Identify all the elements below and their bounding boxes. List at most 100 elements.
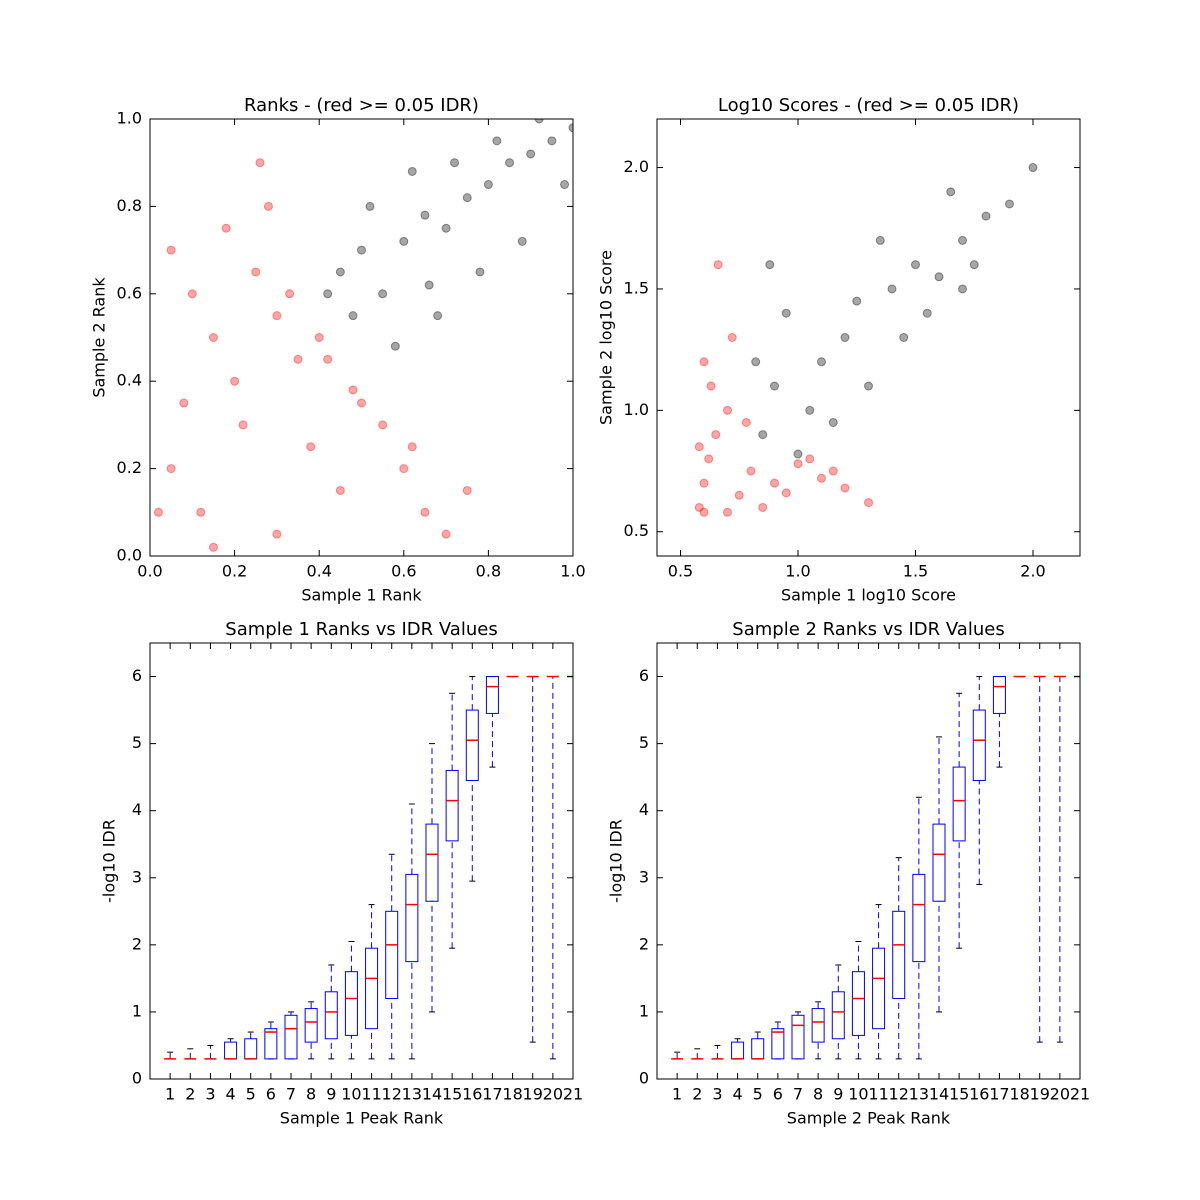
point	[793, 449, 803, 459]
point	[323, 354, 333, 364]
x-tick-label: 19	[1030, 1085, 1050, 1104]
box	[912, 873, 926, 963]
point	[251, 267, 261, 277]
y-tick-label: 2	[132, 934, 142, 953]
y-tick-label: 0.8	[117, 196, 142, 215]
point	[357, 398, 366, 408]
point	[723, 405, 732, 415]
x-tick-label: 1	[672, 1085, 682, 1104]
point	[770, 381, 779, 391]
point	[450, 158, 460, 168]
axes-frame	[149, 118, 574, 557]
x-tick-label: 6	[266, 1085, 276, 1104]
x-tick-label: 20	[1050, 1085, 1070, 1104]
point	[390, 341, 400, 351]
box	[791, 1014, 805, 1060]
point	[711, 430, 721, 440]
point	[153, 507, 163, 517]
point	[734, 490, 744, 500]
x-tick-label: 14	[422, 1085, 442, 1104]
panel-title: Sample 2 Ranks vs IDR Values	[732, 619, 1004, 640]
point	[534, 119, 544, 124]
point	[746, 466, 756, 476]
point	[420, 507, 430, 517]
point	[864, 381, 873, 391]
point	[694, 502, 704, 512]
point	[492, 136, 502, 146]
box	[952, 766, 966, 842]
y-tick-label: 5	[639, 733, 649, 752]
panel-title: Log10 Scores - (red >= 0.05 IDR)	[718, 95, 1019, 116]
box	[972, 709, 986, 782]
point	[840, 483, 850, 493]
x-tick-label: 7	[286, 1085, 296, 1104]
point	[323, 289, 333, 299]
point	[781, 308, 791, 318]
point	[462, 193, 472, 203]
y-tick-label: 1	[132, 1001, 142, 1020]
point	[699, 507, 709, 517]
point	[805, 454, 815, 464]
y-tick-label: 1.0	[624, 400, 649, 419]
y-tick-label: 6	[132, 666, 142, 685]
point	[526, 149, 536, 159]
x-tick-label: 11	[868, 1085, 888, 1104]
y-axis-label: Sample 2 Rank	[90, 277, 109, 398]
panel: Sample 2 Ranks vs IDR Values Sample 2 Pea…	[607, 619, 1091, 1128]
box	[851, 971, 865, 1036]
y-tick-label: 0.2	[117, 458, 142, 477]
point	[263, 201, 273, 211]
box	[365, 947, 379, 1030]
point	[505, 158, 515, 168]
point	[208, 333, 218, 342]
point	[946, 187, 956, 197]
box	[831, 991, 845, 1040]
axes-frame	[656, 642, 1081, 1080]
y-tick-label: 0.6	[117, 283, 142, 302]
box	[751, 1038, 765, 1060]
point	[1005, 199, 1014, 209]
box	[465, 709, 479, 782]
point	[407, 442, 417, 452]
point	[922, 308, 932, 318]
box	[872, 947, 886, 1030]
x-axis-label: Sample 1 log10 Score	[781, 586, 956, 605]
y-tick-label: 1.5	[624, 278, 649, 297]
plot-area	[671, 675, 1080, 1060]
x-tick-label: 6	[773, 1085, 783, 1104]
point	[208, 542, 218, 552]
x-tick-label: 13	[402, 1085, 422, 1104]
point	[568, 123, 573, 133]
point	[365, 201, 375, 211]
point	[424, 280, 434, 290]
x-tick-label: 14	[929, 1085, 949, 1104]
x-tick-label: 0.6	[391, 562, 416, 581]
point	[781, 488, 791, 498]
x-tick-label: 7	[793, 1085, 803, 1104]
point	[805, 405, 815, 415]
x-tick-label: 9	[833, 1085, 843, 1104]
point	[378, 289, 388, 299]
y-tick-label: 4	[639, 800, 649, 819]
x-tick-label: 5	[246, 1085, 256, 1104]
x-tick-label: 1	[165, 1085, 175, 1104]
point	[887, 284, 897, 294]
point	[407, 166, 417, 176]
box	[405, 873, 419, 963]
x-tick-label: 0.4	[306, 562, 331, 581]
point	[958, 235, 967, 245]
plot-area	[153, 119, 573, 552]
x-axis-label: Sample 2 Peak Rank	[787, 1109, 951, 1128]
point	[560, 180, 570, 190]
box	[344, 971, 358, 1036]
point	[817, 473, 826, 483]
point	[285, 289, 295, 299]
x-tick-label: 17	[482, 1085, 502, 1104]
point	[770, 478, 779, 488]
point	[828, 417, 838, 427]
x-tick-label: 12	[889, 1085, 909, 1104]
point	[378, 420, 388, 430]
x-tick-label: 21	[1070, 1085, 1090, 1104]
x-tick-label: 19	[523, 1085, 543, 1104]
